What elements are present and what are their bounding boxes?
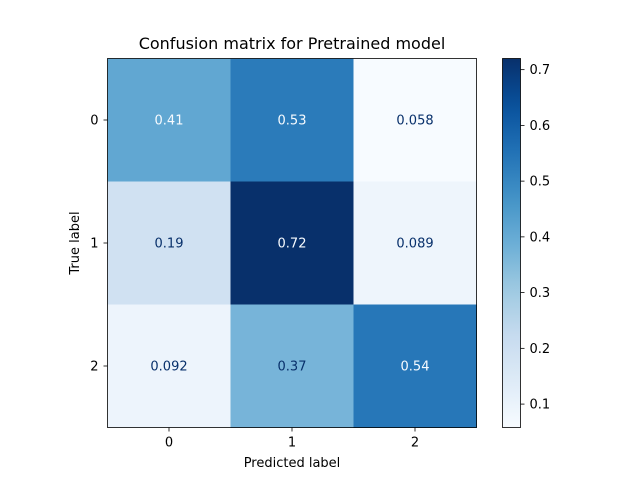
x-tick-label: 0 — [165, 436, 173, 451]
heatmap-cell — [107, 181, 231, 305]
cell-value-label: 0.058 — [396, 114, 433, 129]
colorbar-tick-label: 0.6 — [530, 119, 551, 134]
cell-value-label: 0.41 — [155, 114, 184, 129]
heatmap-cell — [230, 181, 354, 305]
cell-value-label: 0.19 — [155, 237, 184, 252]
chart-title: Confusion matrix for Pretrained model — [139, 34, 446, 53]
y-tick-label: 1 — [90, 237, 98, 252]
colorbar-tick-label: 0.5 — [530, 175, 551, 190]
heatmap-cell — [353, 181, 477, 305]
x-axis-ticks: 0 1 2 — [165, 427, 419, 451]
x-tick-label: 2 — [411, 436, 419, 451]
heatmap-cell — [230, 58, 354, 182]
colorbar-tick-label: 0.4 — [530, 230, 551, 245]
colorbar-tick-label: 0.3 — [530, 286, 551, 301]
colorbar-tick-label: 0.2 — [530, 342, 551, 357]
heatmap-cell — [230, 304, 354, 428]
heatmap-cell — [107, 304, 231, 428]
y-tick-label: 2 — [90, 360, 98, 375]
heatmap-cell-labels: 0.41 0.53 0.058 0.19 0.72 0.089 0.092 0.37 0.54 — [150, 114, 433, 375]
x-axis-label: Predicted label — [244, 456, 341, 471]
heatmap-cell — [107, 58, 231, 182]
heatmap-cell — [353, 304, 477, 428]
colorbar-tick-label: 0.1 — [530, 398, 551, 413]
y-axis-label: True label — [68, 211, 83, 275]
cell-value-label: 0.092 — [150, 360, 187, 375]
y-axis-ticks: 0 1 2 — [90, 114, 108, 375]
cell-value-label: 0.37 — [278, 360, 307, 375]
heatmap-cell — [353, 58, 477, 182]
x-tick-label: 1 — [288, 436, 296, 451]
colorbar — [502, 58, 521, 428]
cell-value-label: 0.54 — [401, 360, 430, 375]
cell-value-label: 0.72 — [278, 237, 307, 252]
y-tick-label: 0 — [90, 114, 98, 129]
cell-value-label: 0.089 — [396, 237, 433, 252]
colorbar-ticks: 0.1 0.2 0.3 0.4 0.5 0.6 0.7 — [520, 63, 551, 413]
cell-value-label: 0.53 — [278, 114, 307, 129]
heatmap-cells — [107, 58, 477, 428]
colorbar-tick-label: 0.7 — [530, 63, 551, 78]
